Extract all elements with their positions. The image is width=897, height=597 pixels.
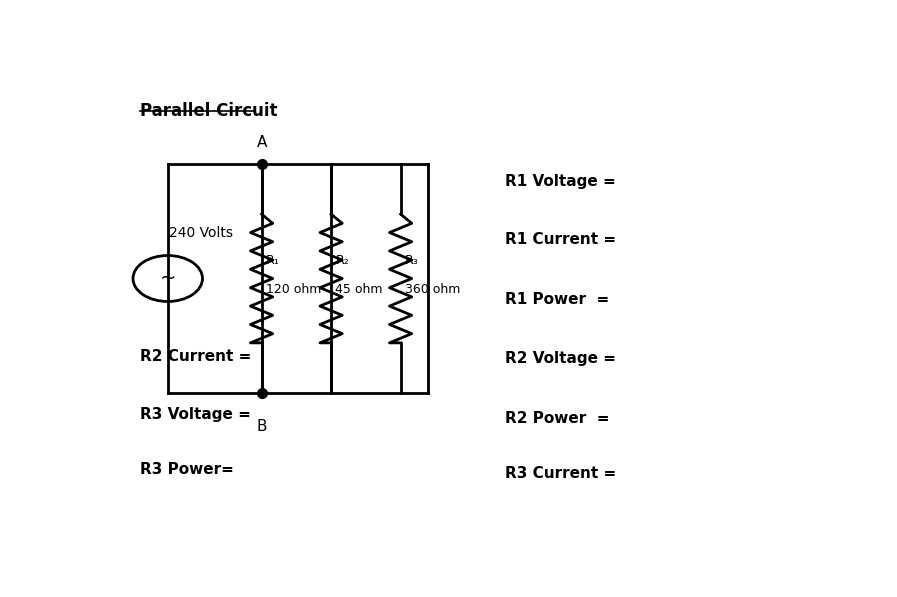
Text: R3 Current =: R3 Current = bbox=[505, 466, 616, 481]
Text: 45 ohm: 45 ohm bbox=[335, 284, 383, 297]
Text: B: B bbox=[257, 418, 266, 433]
Text: R1 Current =: R1 Current = bbox=[505, 232, 616, 247]
Text: R1 Voltage =: R1 Voltage = bbox=[505, 174, 615, 189]
Text: R₁: R₁ bbox=[266, 254, 280, 267]
Text: R3 Power=: R3 Power= bbox=[140, 461, 234, 477]
Text: R1 Power  =: R1 Power = bbox=[505, 292, 609, 307]
Text: R₃: R₃ bbox=[405, 254, 419, 267]
Text: R₂: R₂ bbox=[335, 254, 349, 267]
Text: 240 Volts: 240 Volts bbox=[170, 226, 233, 239]
Text: A: A bbox=[257, 135, 266, 150]
Text: 120 ohm: 120 ohm bbox=[266, 284, 321, 297]
Text: R2 Power  =: R2 Power = bbox=[505, 411, 609, 426]
Text: 360 ohm: 360 ohm bbox=[405, 284, 460, 297]
Text: Parallel Circuit: Parallel Circuit bbox=[140, 101, 277, 119]
Text: R2 Current =: R2 Current = bbox=[140, 349, 251, 364]
Text: R2 Voltage =: R2 Voltage = bbox=[505, 352, 616, 367]
Text: R3 Voltage =: R3 Voltage = bbox=[140, 407, 251, 421]
Text: ~: ~ bbox=[160, 269, 176, 288]
